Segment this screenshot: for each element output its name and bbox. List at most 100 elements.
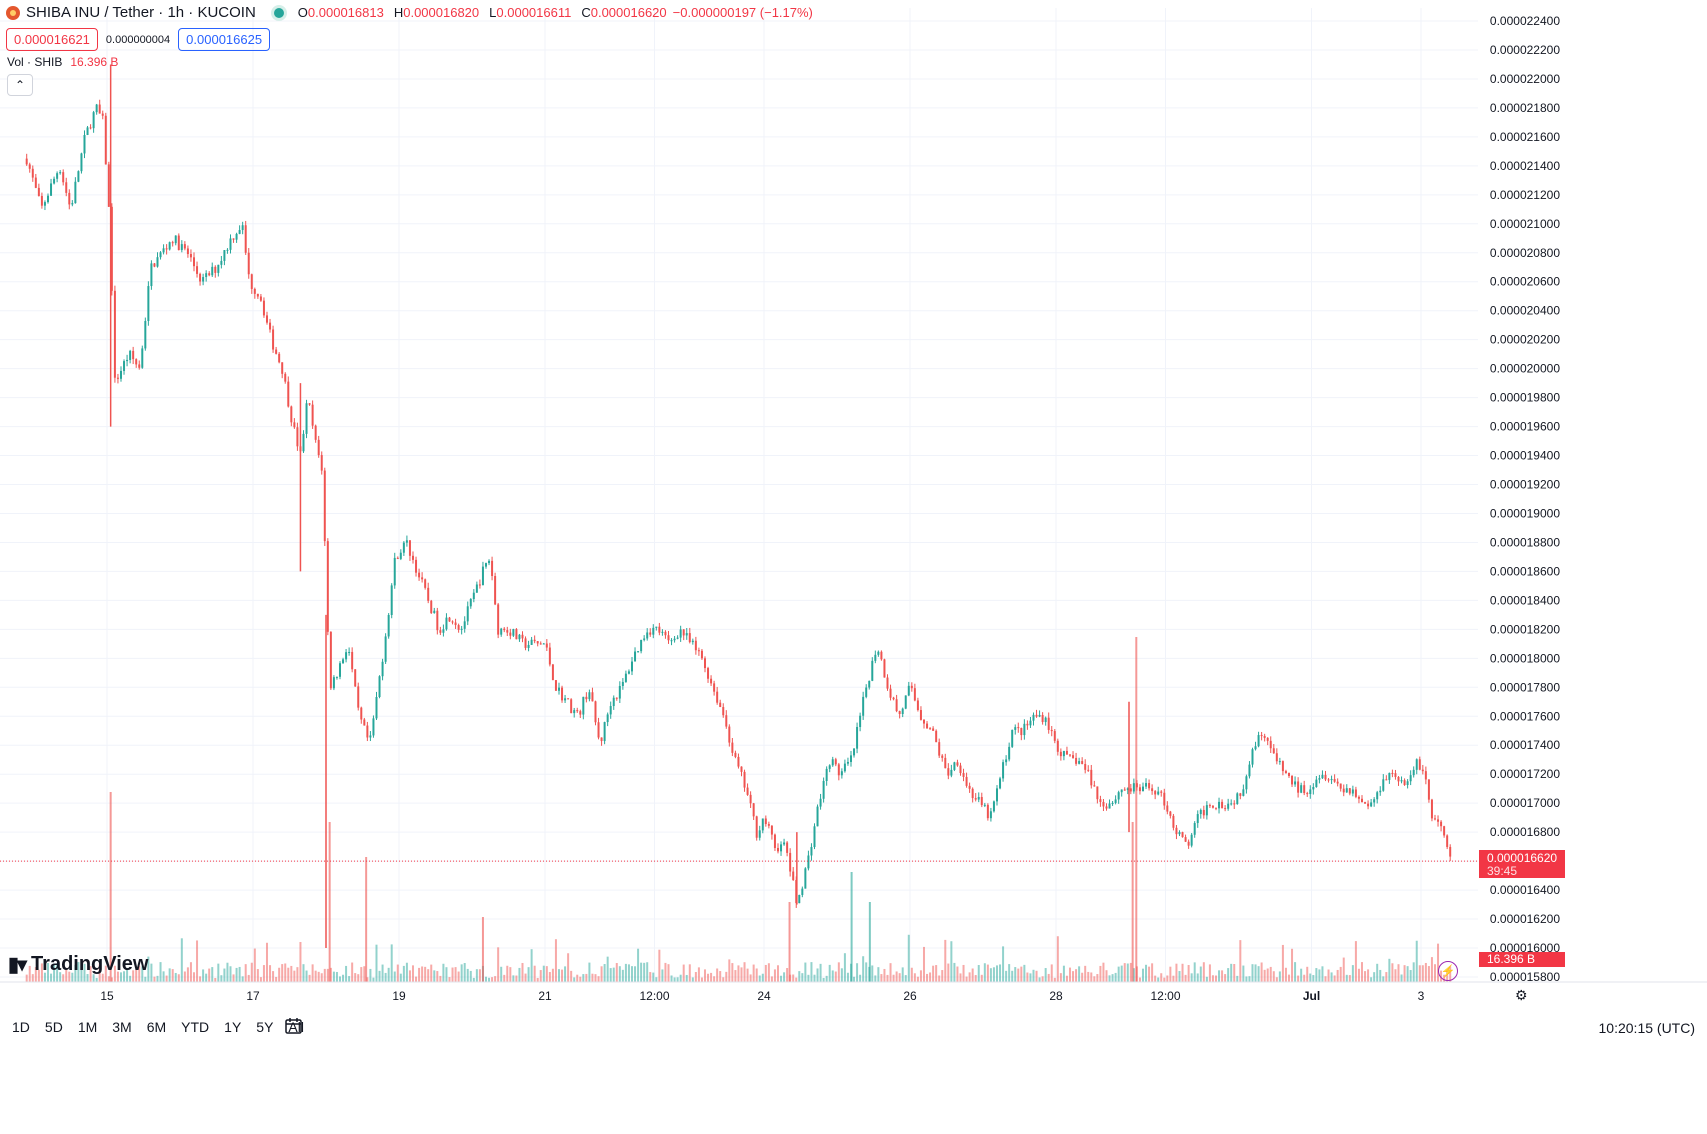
volume-bar <box>281 964 284 982</box>
range-5y[interactable]: 5Y <box>256 1019 274 1035</box>
candle-body <box>1199 809 1202 815</box>
candle-body <box>828 765 831 769</box>
volume-bar <box>265 942 268 982</box>
volume-bar <box>119 972 122 982</box>
volume-bar <box>889 963 892 982</box>
candle-body <box>1433 818 1436 820</box>
volume-bar <box>424 966 427 982</box>
candle-body <box>43 202 46 206</box>
volume-bar <box>475 969 478 982</box>
candle-body <box>792 871 795 881</box>
range-ytd[interactable]: YTD <box>181 1019 210 1035</box>
buy-button[interactable]: 0.000016625 <box>178 28 271 51</box>
volume-bar <box>369 968 372 982</box>
candle-body <box>1065 750 1068 755</box>
candle-body <box>144 321 147 349</box>
volume-bar <box>1065 975 1068 982</box>
volume-bar <box>223 968 226 982</box>
utc-clock[interactable]: 10:20:15 (UTC) <box>1598 1020 1695 1036</box>
candle-body <box>573 710 576 714</box>
candle-body <box>53 178 56 184</box>
range-6m[interactable]: 6M <box>146 1019 167 1035</box>
volume-bar <box>1418 965 1421 982</box>
candle-body <box>1427 779 1430 800</box>
volume-bar <box>570 970 573 982</box>
range-all[interactable]: All <box>288 1019 304 1035</box>
candle-body <box>484 563 487 567</box>
candle-body <box>1032 714 1035 721</box>
volume-bar <box>189 962 192 982</box>
volume-bar <box>1397 964 1400 982</box>
candle-body <box>810 847 813 856</box>
candle-body <box>1172 815 1175 828</box>
candle-body <box>646 632 649 639</box>
volume-bar <box>740 967 743 982</box>
lightning-icon[interactable]: ⚡ <box>1438 961 1458 981</box>
volume-bar <box>396 964 399 982</box>
volume-bar <box>104 965 107 982</box>
candle-body <box>302 433 305 452</box>
candle-body <box>551 664 554 681</box>
candle-body <box>770 825 773 835</box>
volume-bar <box>174 972 177 982</box>
candle-body <box>1132 783 1135 792</box>
volume-bar <box>1357 968 1360 982</box>
candle-body <box>238 230 241 234</box>
volume-bar <box>345 965 348 982</box>
candle-body <box>1093 785 1096 787</box>
settings-gear-icon[interactable]: ⚙ <box>1515 987 1528 1003</box>
volume-bar <box>56 963 59 982</box>
volume-bar <box>28 965 31 982</box>
volume-bar <box>758 975 761 982</box>
range-3m[interactable]: 3M <box>112 1019 132 1035</box>
volume-spike <box>481 917 484 982</box>
range-1y[interactable]: 1Y <box>224 1019 242 1035</box>
candle-body <box>710 678 713 684</box>
y-tick-label: 0.000017000 <box>1490 796 1560 810</box>
candle-body <box>1385 779 1388 781</box>
low-value: 0.000016611 <box>496 5 572 20</box>
volume-bar <box>1421 965 1424 982</box>
calendar-icon[interactable] <box>284 1016 304 1036</box>
y-tick-label: 0.000019200 <box>1490 478 1560 492</box>
volume-bar <box>1351 965 1354 982</box>
range-1m[interactable]: 1M <box>77 1019 98 1035</box>
candle-body <box>205 273 208 278</box>
candle-body <box>783 842 786 845</box>
volume-bar <box>503 974 506 982</box>
volume-bar <box>351 962 354 982</box>
candle-body <box>427 587 430 601</box>
candle-body <box>521 634 524 639</box>
volume-bar <box>646 962 649 982</box>
tradingview-logo[interactable]: ▮▾ TradingView <box>8 952 149 977</box>
candle-body <box>1440 821 1443 827</box>
candle-body <box>1330 779 1333 781</box>
volume-bar <box>469 970 472 982</box>
candle-body <box>65 182 68 193</box>
volume-bar <box>594 974 597 982</box>
volume-bar <box>688 964 691 982</box>
sell-button[interactable]: 0.000016621 <box>6 28 98 51</box>
candle-body <box>338 663 341 677</box>
volume-bar <box>1312 975 1315 982</box>
candle-body <box>342 659 345 664</box>
candle-body <box>509 632 512 636</box>
symbol-title[interactable]: SHIBA INU / Tether · 1h · KUCOIN <box>26 4 256 21</box>
candle-body <box>153 263 156 267</box>
candle-body <box>986 804 989 819</box>
collapse-legend-button[interactable]: ⌃ <box>7 74 33 96</box>
volume-bar <box>110 977 113 982</box>
candle-body <box>50 183 53 196</box>
volume-bar <box>1333 975 1336 982</box>
range-1d[interactable]: 1D <box>12 1019 30 1035</box>
range-5d[interactable]: 5D <box>44 1019 63 1035</box>
volume-bar <box>1342 957 1345 982</box>
candle-body <box>807 855 810 869</box>
candle-body <box>1312 786 1315 790</box>
candle-body <box>980 797 983 806</box>
candle-body <box>177 235 180 251</box>
candle-body <box>1449 846 1452 857</box>
volume-bar <box>1227 968 1230 982</box>
volume-bar <box>667 964 670 982</box>
